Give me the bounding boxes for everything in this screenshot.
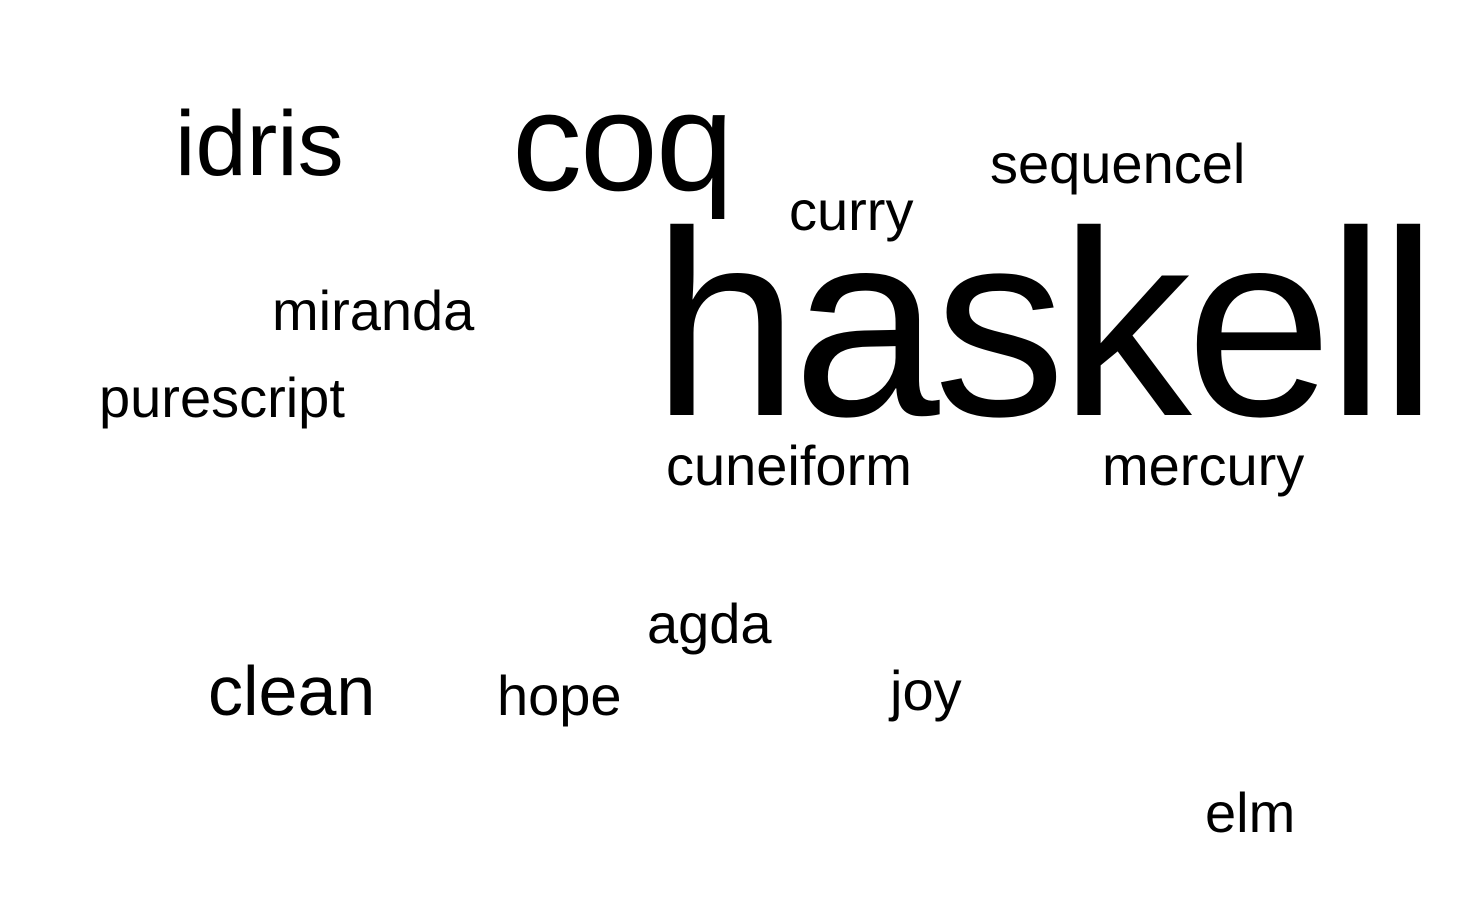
word-sequencel: sequencel <box>990 132 1246 195</box>
word-idris: idris <box>175 93 344 195</box>
word-mercury: mercury <box>1102 434 1305 497</box>
word-agda: agda <box>647 592 772 655</box>
word-hope: hope <box>497 664 622 727</box>
word-coq: coq <box>512 63 734 220</box>
word-clean: clean <box>208 652 376 730</box>
word-elm: elm <box>1205 781 1296 844</box>
word-miranda: miranda <box>272 279 475 342</box>
word-cuneiform: cuneiform <box>666 434 912 497</box>
word-joy: joy <box>890 659 962 722</box>
word-haskell: haskell <box>652 176 1438 471</box>
word-purescript: purescript <box>99 366 345 429</box>
word-curry: curry <box>789 179 914 242</box>
